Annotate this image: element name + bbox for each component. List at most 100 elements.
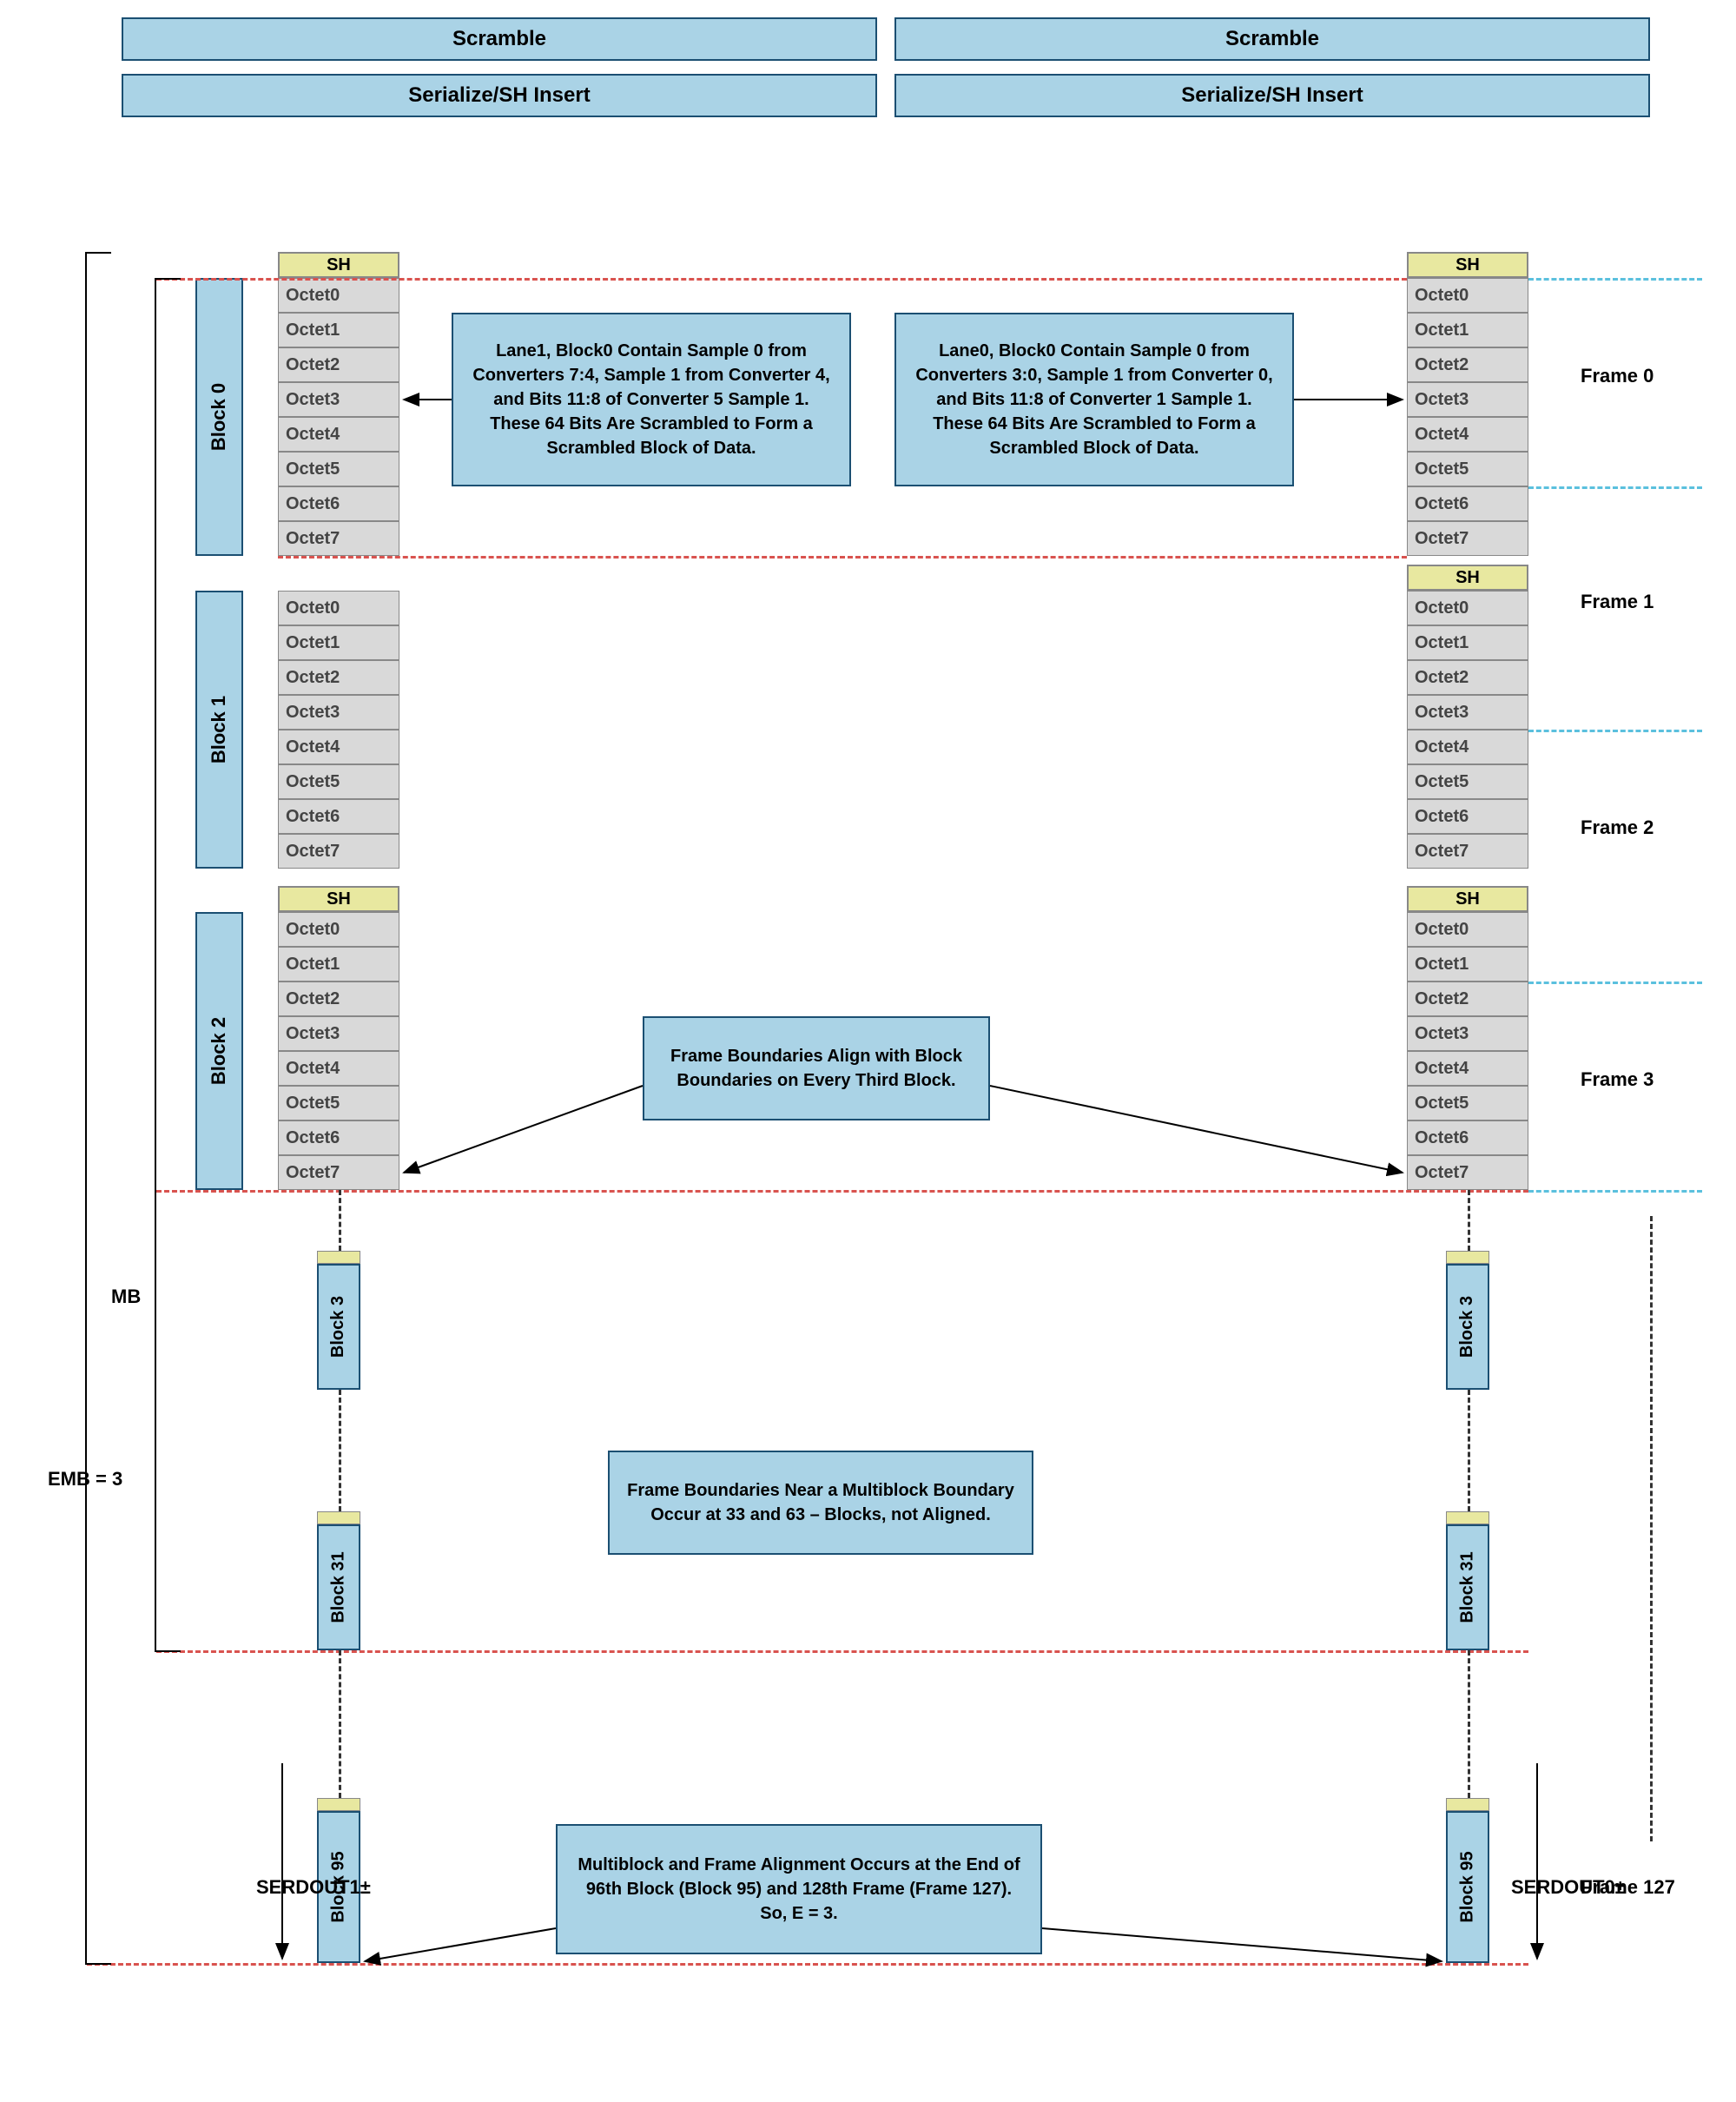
lane1-b0-octet4: Octet4: [278, 417, 399, 452]
lane1-b1-octet1: Octet1: [278, 625, 399, 660]
cyan-dash-1: [1528, 486, 1702, 489]
callout-multiblock-near: Frame Boundaries Near a Multiblock Bound…: [608, 1451, 1033, 1555]
header-scramble-left: Scramble: [122, 17, 877, 61]
frame0-label: Frame 0: [1581, 365, 1653, 387]
callout-lane0: Lane0, Block0 Contain Sample 0 from Conv…: [894, 313, 1294, 486]
lane1-b1-octet5: Octet5: [278, 764, 399, 799]
emb-label: EMB = 3: [48, 1468, 122, 1491]
vdash-r3: [1468, 1650, 1470, 1798]
lane1-b2-octet7: Octet7: [278, 1155, 399, 1190]
lane0-b2-octet0: Octet0: [1407, 912, 1528, 947]
lane1-b2-octet1: Octet1: [278, 947, 399, 982]
frame3-label: Frame 3: [1581, 1068, 1653, 1091]
lane0-b2-octet1: Octet1: [1407, 947, 1528, 982]
lane0-b2-octet7: Octet7: [1407, 1155, 1528, 1190]
vdash-far-right: [1650, 1216, 1653, 1841]
callout-multiblock-align: Multiblock and Frame Alignment Occurs at…: [556, 1824, 1042, 1954]
lane1-block2-sh: SH: [278, 886, 399, 912]
red-dash-3: [156, 1190, 1528, 1193]
emb-bracket-v: [85, 252, 87, 1963]
cyan-dash-2: [1528, 730, 1702, 732]
lane0-b0-octet3: Octet3: [1407, 382, 1528, 417]
lane1-b1-octet0: Octet0: [278, 591, 399, 625]
lane0-block31: Block 31: [1446, 1524, 1489, 1650]
lane0-b0-octet7: Octet7: [1407, 521, 1528, 556]
lane1-b0-octet0: Octet0: [278, 278, 399, 313]
mb-label: MB: [111, 1286, 141, 1308]
vdash-r2: [1468, 1390, 1470, 1511]
lane1-b1-octet3: Octet3: [278, 695, 399, 730]
mb-bracket-bot: [155, 1650, 181, 1652]
lane0-b1-octet4: Octet4: [1407, 730, 1528, 764]
lane1-b1-octet2: Octet2: [278, 660, 399, 695]
lane1-b2-octet0: Octet0: [278, 912, 399, 947]
cyan-dash-3: [1528, 982, 1702, 984]
red-dash-4: [156, 1650, 1528, 1653]
lane0-b2-octet3: Octet3: [1407, 1016, 1528, 1051]
lane1-block3: Block 3: [317, 1264, 360, 1390]
callout-frame-align: Frame Boundaries Align with Block Bounda…: [643, 1016, 990, 1120]
lane1-b2-octet5: Octet5: [278, 1086, 399, 1120]
lane0-block3: Block 3: [1446, 1264, 1489, 1390]
lane0-b1-octet6: Octet6: [1407, 799, 1528, 834]
lane1-b0-octet1: Octet1: [278, 313, 399, 347]
mb-bracket-v: [155, 278, 156, 1650]
vdash-l3: [339, 1650, 341, 1798]
lane1-block1-label: Block 1: [195, 591, 243, 869]
lane0-block1-sh: SH: [1407, 565, 1528, 591]
header-serialize-left: Serialize/SH Insert: [122, 74, 877, 117]
lane0-b2-octet4: Octet4: [1407, 1051, 1528, 1086]
lane1-b1-octet4: Octet4: [278, 730, 399, 764]
lane0-b1-octet5: Octet5: [1407, 764, 1528, 799]
lane1-block31: Block 31: [317, 1524, 360, 1650]
lane1-block3-sh: [317, 1251, 360, 1264]
vdash-l1: [339, 1190, 341, 1251]
lane0-block95-sh: [1446, 1798, 1489, 1811]
lane1-b1-octet7: Octet7: [278, 834, 399, 869]
lane0-block3-sh: [1446, 1251, 1489, 1264]
serdout0-label: SERDOUT0±: [1511, 1876, 1626, 1899]
lane0-b0-octet0: Octet0: [1407, 278, 1528, 313]
lane0-block0-sh: SH: [1407, 252, 1528, 278]
lane1-block2-label: Block 2: [195, 912, 243, 1190]
lane0-b1-octet3: Octet3: [1407, 695, 1528, 730]
lane0-block95: Block 95: [1446, 1811, 1489, 1963]
lane0-b1-octet0: Octet0: [1407, 591, 1528, 625]
red-dash-5: [87, 1963, 1528, 1966]
lane1-block31-sh: [317, 1511, 360, 1524]
lane1-b0-octet6: Octet6: [278, 486, 399, 521]
lane1-b0-octet7: Octet7: [278, 521, 399, 556]
lane0-b1-octet7: Octet7: [1407, 834, 1528, 869]
lane0-b2-octet5: Octet5: [1407, 1086, 1528, 1120]
callout-lane1: Lane1, Block0 Contain Sample 0 from Conv…: [452, 313, 851, 486]
diagram-root: Scramble Scramble Serialize/SH Insert Se…: [17, 17, 1719, 2085]
lane1-block95-sh: [317, 1798, 360, 1811]
header-serialize-right: Serialize/SH Insert: [894, 74, 1650, 117]
lane1-b0-octet2: Octet2: [278, 347, 399, 382]
emb-bracket-bot: [85, 1963, 111, 1965]
lane0-b1-octet2: Octet2: [1407, 660, 1528, 695]
lane0-b1-octet1: Octet1: [1407, 625, 1528, 660]
lane1-block0-label: Block 0: [195, 278, 243, 556]
lane0-b0-octet4: Octet4: [1407, 417, 1528, 452]
red-dash-2: [278, 556, 1407, 559]
header-scramble-right: Scramble: [894, 17, 1650, 61]
lane1-block0-sh: SH: [278, 252, 399, 278]
lane0-b0-octet6: Octet6: [1407, 486, 1528, 521]
lane1-b0-octet3: Octet3: [278, 382, 399, 417]
lane0-b0-octet5: Octet5: [1407, 452, 1528, 486]
lane0-block31-sh: [1446, 1511, 1489, 1524]
cyan-dash-4: [1528, 1190, 1702, 1193]
vdash-r1: [1468, 1190, 1470, 1251]
lane1-b0-octet5: Octet5: [278, 452, 399, 486]
frame1-label: Frame 1: [1581, 591, 1653, 613]
lane0-b0-octet1: Octet1: [1407, 313, 1528, 347]
lane0-b0-octet2: Octet2: [1407, 347, 1528, 382]
emb-bracket-top: [85, 252, 111, 254]
vdash-l2: [339, 1390, 341, 1511]
serdout1-label: SERDOUT1±: [256, 1876, 371, 1899]
lane1-b2-octet6: Octet6: [278, 1120, 399, 1155]
lane0-b2-octet2: Octet2: [1407, 982, 1528, 1016]
lane1-b2-octet4: Octet4: [278, 1051, 399, 1086]
frame2-label: Frame 2: [1581, 816, 1653, 839]
